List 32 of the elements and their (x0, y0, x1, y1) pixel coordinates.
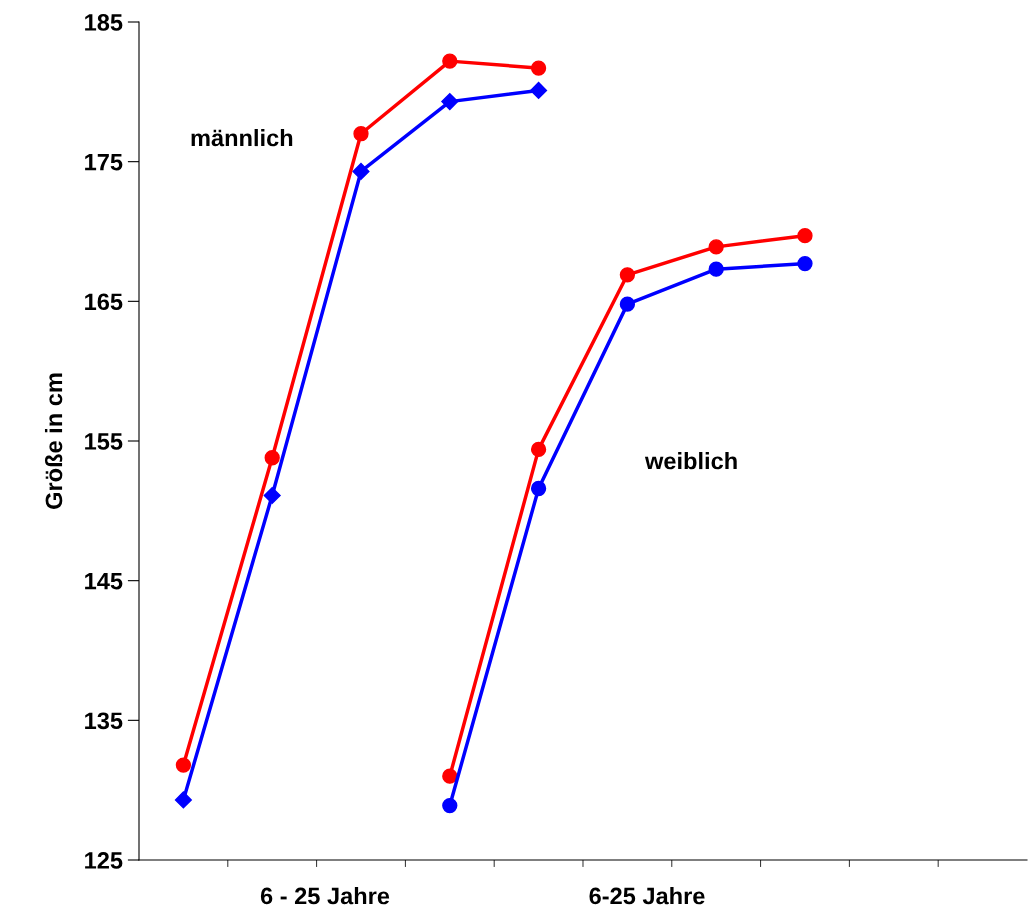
y-tick-label: 145 (85, 572, 123, 590)
point (441, 93, 459, 111)
y-tick-label: 125 (85, 852, 123, 869)
point (619, 296, 636, 312)
point (619, 267, 636, 283)
point (264, 450, 280, 466)
point (530, 441, 547, 458)
y-tick-label: 135 (85, 712, 123, 730)
point (797, 228, 813, 244)
point (263, 486, 281, 505)
point (174, 791, 192, 809)
point (530, 60, 547, 76)
point (530, 81, 548, 99)
y-tick-label: 175 (85, 153, 123, 171)
point (442, 53, 458, 69)
point (352, 162, 370, 180)
y-tick-label: 165 (85, 293, 123, 311)
point (708, 261, 724, 277)
annotation: männlich (191, 128, 293, 147)
annotation: weiblich (644, 451, 737, 470)
y-tick-label: 155 (85, 433, 123, 450)
point (442, 768, 458, 784)
point (797, 255, 813, 272)
y-tick-label: 185 (85, 14, 123, 31)
point (353, 126, 369, 142)
text: 6 - 25 Jahre (260, 886, 390, 905)
point (442, 797, 458, 814)
y-axis-title: Größe in cm (44, 373, 63, 509)
text: 6-25 Jahre (589, 886, 705, 905)
point (530, 480, 547, 497)
point (175, 757, 192, 773)
point (708, 239, 724, 255)
